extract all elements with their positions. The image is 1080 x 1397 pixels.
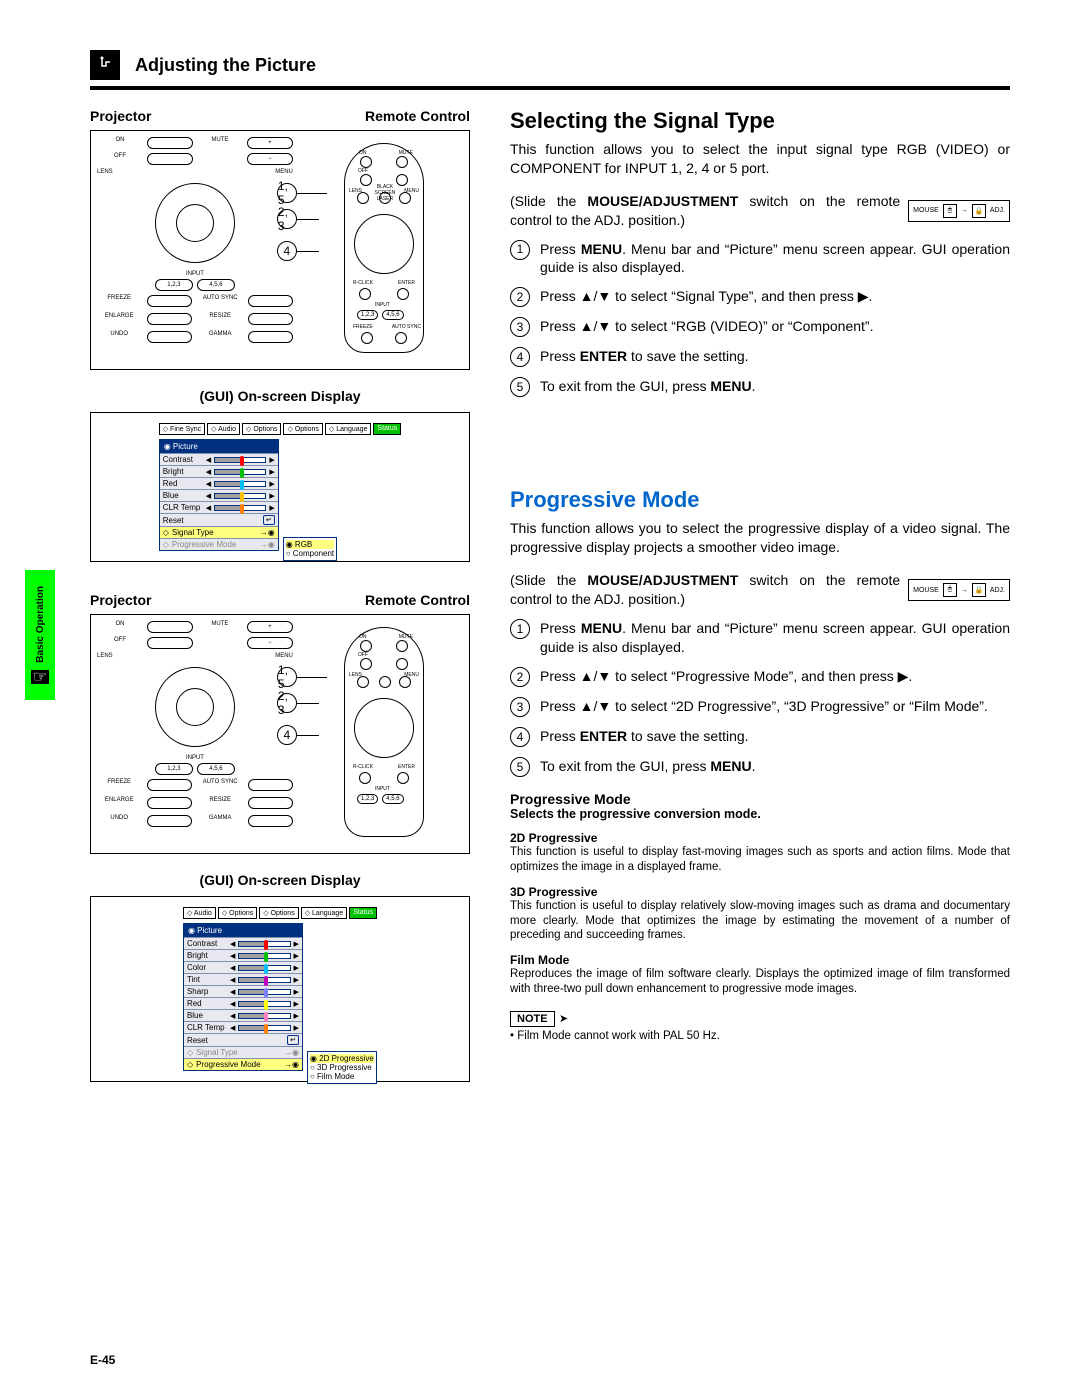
side-tab-label: Basic Operation <box>35 586 46 663</box>
left-column: Projector Remote Control ONMUTE+ OFF− LE… <box>90 108 470 1082</box>
gui-tab: Status <box>373 423 401 435</box>
gui-tab: ◇ Audio <box>183 907 216 919</box>
diagram-1: ONMUTE+ OFF− LENSMENU INPUT 1,2,34,5,6 F… <box>90 130 470 370</box>
mode-title: 3D Progressive <box>510 885 1010 899</box>
switch2-mouse: MOUSE <box>913 587 939 594</box>
slide1-bold: MOUSE/ADJUSTMENT <box>587 193 738 209</box>
switch2-adj: ADJ. <box>990 587 1005 594</box>
badge2-4: 4 <box>284 728 291 742</box>
section1-heading: Selecting the Signal Type <box>510 108 1010 134</box>
step-item: 4Press ENTER to save the setting. <box>510 727 1010 747</box>
gui-tab: ◇ Language <box>325 423 371 435</box>
gui-label-2: (GUI) On-screen Display <box>90 872 470 888</box>
step-item: 1Press MENU. Menu bar and “Picture” menu… <box>510 240 1010 278</box>
prog-mode-heading: Progressive Mode <box>510 791 1010 807</box>
badge-4: 4 <box>284 244 291 258</box>
gui-tab: ◇ Options <box>259 907 298 919</box>
step-item: 2Press ▲/▼ to select “Progressive Mode”,… <box>510 667 1010 687</box>
gui-tab: ◇ Options <box>218 907 257 919</box>
page-title: Adjusting the Picture <box>135 55 316 76</box>
switch-mouse: MOUSE <box>913 207 939 214</box>
step-item: 2Press ▲/▼ to select “Signal Type”, and … <box>510 287 1010 307</box>
mode-body: This function is useful to display fast-… <box>510 845 1010 875</box>
step-item: 4Press ENTER to save the setting. <box>510 347 1010 367</box>
projector-label-2: Projector <box>90 592 151 608</box>
gui-box-1: ◇ Fine Sync◇ Audio◇ Options◇ Options◇ La… <box>90 412 470 562</box>
step-item: 5To exit from the GUI, press MENU. <box>510 757 1010 777</box>
gui-tab: ◇ Language <box>301 907 347 919</box>
gui-box-2: ◇ Audio◇ Options◇ Options◇ LanguageStatu… <box>90 896 470 1082</box>
step-item: 3Press ▲/▼ to select “2D Progressive”, “… <box>510 697 1010 717</box>
gui-tab: Status <box>349 907 377 919</box>
side-tab: Basic Operation ☞ <box>25 570 55 700</box>
remote-label: Remote Control <box>365 108 470 124</box>
prog-mode-sub: Selects the progressive conversion mode. <box>510 807 1010 821</box>
badge-2-3: 2, 3 <box>278 205 296 233</box>
page-header: Adjusting the Picture <box>90 50 1010 80</box>
steps-1: 1Press MENU. Menu bar and “Picture” menu… <box>510 240 1010 398</box>
mode-body: This function is useful to display relat… <box>510 899 1010 944</box>
badge2-2-3: 2, 3 <box>278 689 296 717</box>
switch-icon-2: MOUSE 🖱→🔒 ADJ. <box>908 579 1010 601</box>
section1-intro: This function allows you to select the i… <box>510 140 1010 178</box>
header-icon <box>90 50 120 80</box>
gui-tab: ◇ Options <box>283 423 322 435</box>
slide2-bold: MOUSE/ADJUSTMENT <box>587 572 738 588</box>
mode-body: Reproduces the image of film software cl… <box>510 967 1010 997</box>
gui-label-1: (GUI) On-screen Display <box>90 388 470 404</box>
step-item: 3Press ▲/▼ to select “RGB (VIDEO)” or “C… <box>510 317 1010 337</box>
gui-tab: ◇ Audio <box>207 423 240 435</box>
note-label: NOTE <box>510 1011 555 1027</box>
section2-heading: Progressive Mode <box>510 487 1010 513</box>
page-number: E-45 <box>90 1353 115 1367</box>
slide1-a: (Slide the <box>510 193 587 209</box>
header-rule <box>90 86 1010 90</box>
note-text: Film Mode cannot work with PAL 50 Hz. <box>517 1030 720 1042</box>
slide-instruction-2: (Slide the MOUSE/ADJUSTMENT switch on th… <box>510 571 1010 609</box>
switch-adj: ADJ. <box>990 207 1005 214</box>
diagram-2: ONMUTE+ OFF− LENSMENU INPUT 1,2,34,5,6 F… <box>90 614 470 854</box>
note-arrow-icon: ➤ <box>559 1013 568 1025</box>
slide2-a: (Slide the <box>510 572 587 588</box>
section2-intro: This function allows you to select the p… <box>510 519 1010 557</box>
side-tab-icon: ☞ <box>31 670 49 684</box>
steps-2: 1Press MENU. Menu bar and “Picture” menu… <box>510 619 1010 777</box>
step-item: 5To exit from the GUI, press MENU. <box>510 377 1010 397</box>
badge-1-5: 1, 5 <box>278 179 296 207</box>
right-column: Selecting the Signal Type This function … <box>510 108 1010 1082</box>
badge2-1-5: 1, 5 <box>278 663 296 691</box>
gui-tab: ◇ Options <box>242 423 281 435</box>
remote-label-2: Remote Control <box>365 592 470 608</box>
mode-title: 2D Progressive <box>510 831 1010 845</box>
projector-label: Projector <box>90 108 151 124</box>
gui-tab: ◇ Fine Sync <box>159 423 205 435</box>
switch-icon-1: MOUSE 🖱→🔒 ADJ. <box>908 200 1010 222</box>
mode-title: Film Mode <box>510 953 1010 967</box>
step-item: 1Press MENU. Menu bar and “Picture” menu… <box>510 619 1010 657</box>
slide-instruction-1: (Slide the MOUSE/ADJUSTMENT switch on th… <box>510 192 1010 230</box>
